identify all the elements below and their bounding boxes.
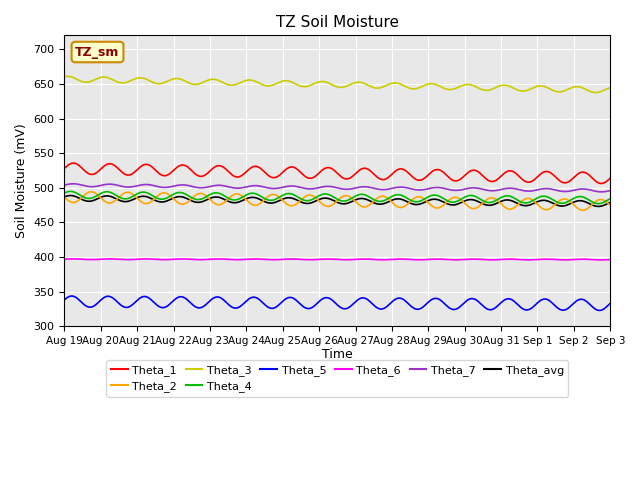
Theta_2 <box>607 203 614 208</box>
Theta_1 <box>70 160 78 166</box>
Theta_4 <box>369 196 376 202</box>
Theta_5 <box>61 297 68 303</box>
Theta_6 <box>515 257 523 263</box>
Theta_7 <box>607 188 614 193</box>
Theta_6 <box>183 256 191 262</box>
Theta_avg <box>61 194 68 200</box>
Text: TZ_sm: TZ_sm <box>76 46 120 59</box>
Theta_4 <box>61 190 68 196</box>
Line: Theta_1: Theta_1 <box>65 163 611 183</box>
Theta_3 <box>61 74 68 80</box>
Theta_1 <box>369 170 376 176</box>
Theta_avg <box>225 199 233 204</box>
Theta_5 <box>183 296 191 302</box>
Theta_1 <box>596 180 604 186</box>
Theta_3 <box>515 88 523 94</box>
Theta_6 <box>70 256 78 262</box>
Theta_3 <box>64 73 72 79</box>
Title: TZ Soil Moisture: TZ Soil Moisture <box>276 15 399 30</box>
Theta_5 <box>225 302 233 308</box>
Theta_2 <box>183 200 191 206</box>
Theta_4 <box>68 189 76 194</box>
Theta_avg <box>67 192 75 198</box>
Line: Theta_4: Theta_4 <box>65 192 611 204</box>
Theta_7 <box>183 182 191 188</box>
Theta_6 <box>225 256 233 262</box>
Y-axis label: Soil Moisture (mV): Soil Moisture (mV) <box>15 123 28 238</box>
Theta_1 <box>607 175 614 181</box>
Theta_1 <box>67 161 75 167</box>
Theta_7 <box>509 185 516 191</box>
Line: Theta_5: Theta_5 <box>65 296 611 311</box>
Theta_avg <box>68 193 76 199</box>
Theta_5 <box>595 308 603 313</box>
Theta_3 <box>607 85 614 91</box>
Theta_2 <box>225 195 233 201</box>
Line: Theta_6: Theta_6 <box>65 259 611 260</box>
Theta_5 <box>67 293 75 299</box>
Theta_6 <box>596 257 604 263</box>
Theta_2 <box>579 207 586 213</box>
Theta_3 <box>68 74 76 80</box>
Theta_avg <box>509 198 516 204</box>
Theta_6 <box>67 256 75 262</box>
Theta_1 <box>225 169 233 175</box>
Theta_4 <box>67 189 75 194</box>
Theta_5 <box>607 300 614 306</box>
Theta_7 <box>369 185 376 191</box>
Theta_3 <box>369 84 376 90</box>
Theta_avg <box>515 201 523 207</box>
Theta_avg <box>607 200 614 205</box>
Theta_3 <box>509 85 516 91</box>
Theta_2 <box>67 199 75 205</box>
Theta_3 <box>183 79 191 84</box>
Theta_7 <box>68 181 76 187</box>
Theta_avg <box>595 204 603 209</box>
Theta_2 <box>515 201 523 206</box>
Theta_4 <box>515 198 523 204</box>
Theta_6 <box>607 257 614 263</box>
Theta_2 <box>86 189 94 194</box>
Theta_7 <box>598 189 606 195</box>
Theta_2 <box>369 200 376 205</box>
Theta_6 <box>509 256 516 262</box>
Theta_4 <box>509 194 516 200</box>
Theta_6 <box>369 256 376 262</box>
Theta_avg <box>183 195 191 201</box>
Theta_1 <box>183 163 191 169</box>
Theta_4 <box>595 201 603 206</box>
Theta_3 <box>225 82 233 88</box>
Theta_1 <box>509 168 516 174</box>
Theta_5 <box>515 303 523 309</box>
Theta_2 <box>61 194 68 200</box>
Theta_1 <box>61 166 68 171</box>
Line: Theta_3: Theta_3 <box>65 76 611 93</box>
Theta_7 <box>61 182 68 188</box>
Theta_2 <box>509 206 516 212</box>
Theta_5 <box>369 301 376 307</box>
Theta_1 <box>515 173 523 179</box>
Line: Theta_avg: Theta_avg <box>65 195 611 206</box>
Theta_4 <box>225 196 233 202</box>
Theta_5 <box>68 293 76 299</box>
Theta_4 <box>607 196 614 202</box>
X-axis label: Time: Time <box>322 348 353 360</box>
Theta_5 <box>509 297 516 303</box>
Theta_7 <box>67 181 75 187</box>
Theta_4 <box>183 192 191 198</box>
Theta_6 <box>61 256 68 262</box>
Legend: Theta_1, Theta_2, Theta_3, Theta_4, Theta_5, Theta_6, Theta_7, Theta_avg: Theta_1, Theta_2, Theta_3, Theta_4, Thet… <box>106 360 568 396</box>
Theta_7 <box>515 187 523 192</box>
Line: Theta_2: Theta_2 <box>65 192 611 210</box>
Theta_3 <box>592 90 600 96</box>
Theta_7 <box>225 184 233 190</box>
Line: Theta_7: Theta_7 <box>65 184 611 192</box>
Theta_avg <box>369 199 376 205</box>
